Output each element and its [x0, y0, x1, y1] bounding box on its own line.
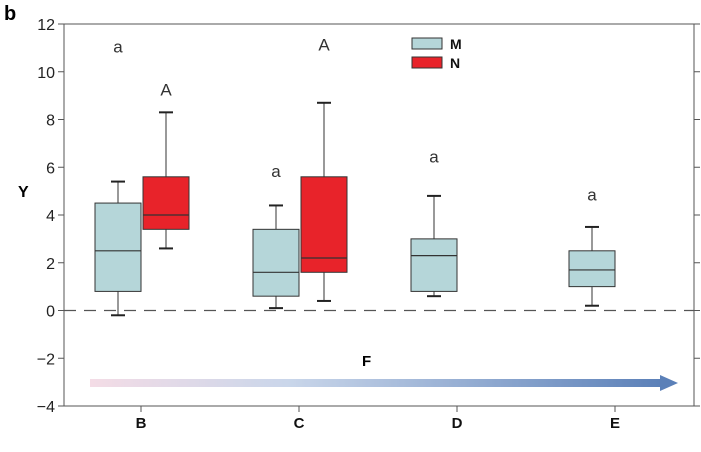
x-axis: B C D E [136, 406, 620, 432]
legend-label-M: M [450, 36, 462, 52]
panel-label: b [4, 3, 16, 25]
box-M-E [568, 225, 616, 307]
y-tick-label: 4 [46, 208, 55, 225]
box-iqr [142, 176, 190, 230]
y-tick-label: −2 [37, 351, 55, 368]
y-tick-label: 8 [46, 113, 55, 130]
significance-letter: A [318, 35, 330, 54]
y-tick-label: 6 [46, 160, 55, 177]
y-tick-label: 2 [46, 256, 55, 273]
y-tick-label: 0 [46, 304, 55, 321]
significance-letter: a [587, 186, 597, 205]
significance-letter: A [160, 81, 172, 100]
x-tick-label: D [452, 415, 463, 432]
y-tick-label: 12 [37, 17, 55, 34]
y-tick-label: −4 [37, 399, 55, 416]
significance-letter: a [113, 38, 123, 57]
y-tick-label: 10 [37, 65, 55, 82]
significance-letter: a [271, 162, 281, 181]
box-iqr [410, 238, 458, 292]
x-tick-label: C [294, 415, 305, 432]
significance-labels: a A Aa a a [113, 35, 597, 204]
box-N-B [142, 111, 190, 250]
box-M-D [410, 194, 458, 298]
gradient-arrow [90, 375, 678, 391]
y-axis: −4 −2 0 2 4 6 8 10 12 [37, 17, 700, 416]
gradient-arrow-head [660, 375, 678, 391]
box-M-C [252, 204, 300, 310]
box-M-B [94, 180, 142, 317]
gradient-arrow-shaft [90, 379, 662, 387]
x-tick-label: B [136, 415, 147, 432]
arrow-label: F [362, 353, 371, 370]
significance-letter: a [429, 147, 439, 166]
boxes-layer [94, 101, 616, 317]
box-iqr [568, 250, 616, 288]
legend: MN [411, 36, 462, 71]
box-N-C [300, 101, 348, 302]
legend-swatch-N [411, 56, 443, 69]
x-tick-label: E [610, 415, 620, 432]
legend-label-N: N [450, 55, 460, 71]
y-axis-label: Y [18, 184, 29, 201]
legend-swatch-M [411, 37, 443, 50]
box-iqr [300, 176, 348, 273]
box-iqr [94, 202, 142, 292]
box-iqr [252, 228, 300, 297]
